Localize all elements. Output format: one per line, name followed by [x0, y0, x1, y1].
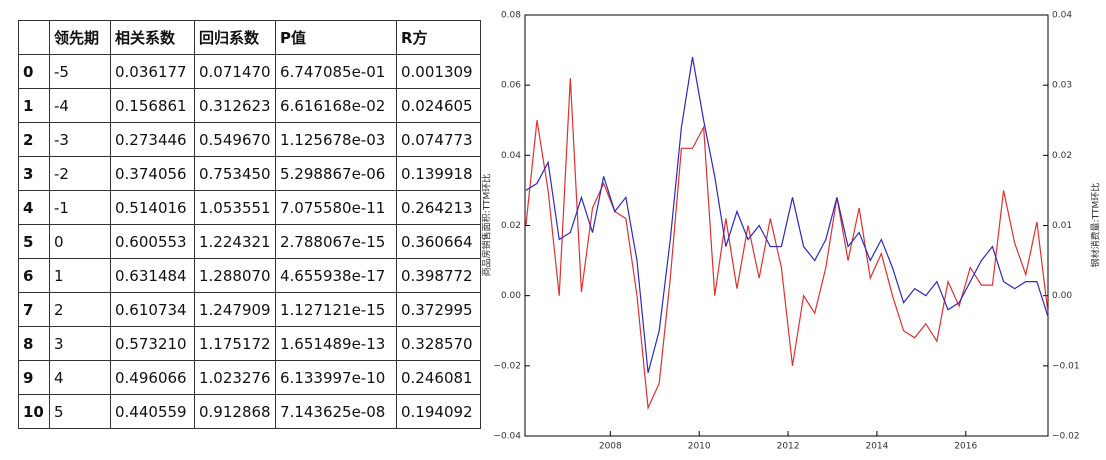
y-axis-label: 商品房销售面积:TTM环比: [481, 174, 493, 277]
data-line: [525, 56, 1049, 374]
table-cell: 1.651489e-13: [275, 326, 397, 361]
table-cell: 0.372995: [396, 292, 481, 327]
table-cell: 0.074773: [396, 122, 481, 157]
table-cell: 0.312623: [194, 88, 276, 123]
row-index: 1: [18, 88, 50, 123]
table-cell: 0.001309: [396, 54, 481, 89]
table-cell: 0.360664: [396, 224, 481, 259]
table-cell: 0.514016: [110, 190, 195, 225]
table-cell: 2.788067e-15: [275, 224, 397, 259]
table-cell: 7.143625e-08: [275, 394, 397, 429]
row-index: 4: [18, 190, 50, 225]
table-cell: -5: [49, 54, 111, 89]
y2-tick-label: 0.01: [1052, 221, 1072, 231]
table-cell: 4.655938e-17: [275, 258, 397, 293]
x-tick-label: 2010: [688, 442, 711, 452]
table-row: 2 -3 0.273446 0.549670 1.125678e-03 0.074773: [18, 122, 481, 157]
table-cell: 0.264213: [396, 190, 481, 225]
y2-tick-label: 0.04: [1052, 11, 1072, 21]
table-cell: 0.374056: [110, 156, 195, 191]
y2-tick-label: 0.00: [1052, 291, 1072, 301]
y2-tick-label: −0.02: [1052, 432, 1080, 442]
y-tick-label: −0.04: [493, 432, 521, 442]
table-row: 10 5 0.440559 0.912868 7.143625e-08 0.194092: [18, 394, 481, 429]
x-tick-label: 2008: [599, 442, 622, 452]
y-tick-label: −0.02: [493, 361, 521, 371]
row-index: 0: [18, 54, 50, 89]
table-cell: 1.125678e-03: [275, 122, 397, 157]
table-cell: 0.496066: [110, 360, 195, 395]
column-header: R方: [396, 20, 481, 55]
table-cell: 7.075580e-11: [275, 190, 397, 225]
y-tick-label: 0.08: [501, 11, 521, 21]
table-cell: 0.156861: [110, 88, 195, 123]
table-row: 8 3 0.573210 1.175172 1.651489e-13 0.328570: [18, 326, 481, 361]
y2-tick-label: 0.03: [1052, 81, 1072, 91]
table-cell: 0.139918: [396, 156, 481, 191]
table-cell: 0.912868: [194, 394, 276, 429]
results-table: 领先期 相关系数 回归系数 P值 R方 0 -5 0.036177 0.071470 6.747…: [18, 20, 481, 429]
table-row: 4 -1 0.514016 1.053551 7.075580e-11 0.264213: [18, 190, 481, 225]
table-row: 3 -2 0.374056 0.753450 5.298867e-06 0.139918: [18, 156, 481, 191]
table-cell: 1.175172: [194, 326, 276, 361]
x-tick-label: 2014: [865, 442, 888, 452]
table-cell: 0.071470: [194, 54, 276, 89]
table-cell: 0.246081: [396, 360, 481, 395]
table-cell: 0.600553: [110, 224, 195, 259]
data-line: [525, 78, 1049, 411]
column-header: 回归系数: [194, 20, 276, 55]
table-cell: 0.549670: [194, 122, 276, 157]
table-cell: 0.610734: [110, 292, 195, 327]
table-cell: 6.616168e-02: [275, 88, 397, 123]
table-cell: 0.194092: [396, 394, 481, 429]
table-cell: 1.288070: [194, 258, 276, 293]
y2-tick-label: −0.01: [1052, 361, 1080, 371]
table-cell: 0.440559: [110, 394, 195, 429]
y2-axis-label: 钢材消费量:TTM环比: [1090, 183, 1102, 268]
table-cell: 0.398772: [396, 258, 481, 293]
y2-tick-label: 0.02: [1052, 151, 1072, 161]
table-cell: -1: [49, 190, 111, 225]
y-tick-label: 0.02: [501, 221, 521, 231]
table-cell: 1.247909: [194, 292, 276, 327]
row-index: 3: [18, 156, 50, 191]
x-tick-label: 2012: [777, 442, 800, 452]
row-index: 7: [18, 292, 50, 327]
table-cell: 6.747085e-01: [275, 54, 397, 89]
table-cell: 0.753450: [194, 156, 276, 191]
y-tick-label: 0.04: [501, 151, 521, 161]
row-index: 6: [18, 258, 50, 293]
table-cell: 1.224321: [194, 224, 276, 259]
y-tick-label: 0.00: [501, 291, 521, 301]
table-row: 0 -5 0.036177 0.071470 6.747085e-01 0.001309: [18, 54, 481, 89]
table-row: 9 4 0.496066 1.023276 6.133997e-10 0.246081: [18, 360, 481, 395]
row-index: 9: [18, 360, 50, 395]
table-cell: 6.133997e-10: [275, 360, 397, 395]
table-cell: 1: [49, 258, 111, 293]
table-cell: 0.273446: [110, 122, 195, 157]
x-tick-label: 2016: [954, 442, 977, 452]
y-tick-label: 0.06: [501, 81, 521, 91]
row-index: 10: [18, 394, 50, 429]
table-cell: 0.024605: [396, 88, 481, 123]
table-cell: 0.573210: [110, 326, 195, 361]
table-cell: 1.023276: [194, 360, 276, 395]
